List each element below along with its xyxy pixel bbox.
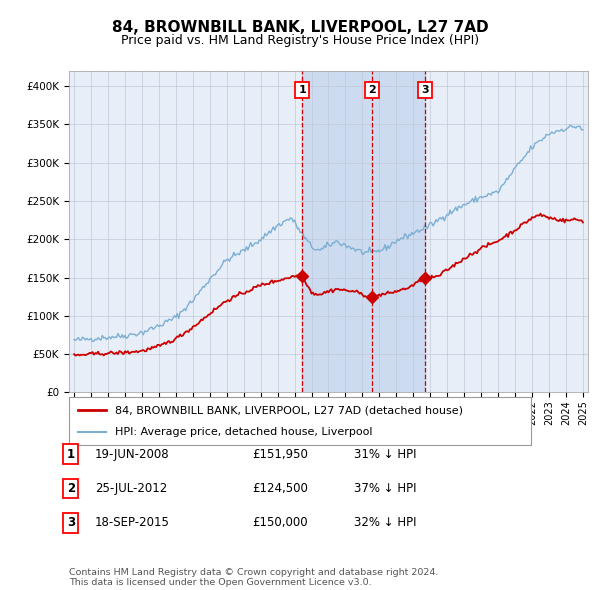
Text: 31% ↓ HPI: 31% ↓ HPI — [354, 448, 416, 461]
Text: £150,000: £150,000 — [252, 516, 308, 529]
Bar — [302, 71, 425, 392]
Text: 32% ↓ HPI: 32% ↓ HPI — [354, 516, 416, 529]
Text: Price paid vs. HM Land Registry's House Price Index (HPI): Price paid vs. HM Land Registry's House … — [121, 34, 479, 47]
Text: Contains HM Land Registry data © Crown copyright and database right 2024.
This d: Contains HM Land Registry data © Crown c… — [69, 568, 439, 587]
Text: 3: 3 — [67, 516, 75, 529]
Text: 1: 1 — [67, 448, 75, 461]
Text: 25-JUL-2012: 25-JUL-2012 — [95, 482, 167, 495]
Text: 84, BROWNBILL BANK, LIVERPOOL, L27 7AD (detached house): 84, BROWNBILL BANK, LIVERPOOL, L27 7AD (… — [115, 405, 463, 415]
Text: 3: 3 — [422, 85, 429, 95]
Text: 1: 1 — [299, 85, 306, 95]
Text: 37% ↓ HPI: 37% ↓ HPI — [354, 482, 416, 495]
Text: 19-JUN-2008: 19-JUN-2008 — [95, 448, 169, 461]
Text: 84, BROWNBILL BANK, LIVERPOOL, L27 7AD: 84, BROWNBILL BANK, LIVERPOOL, L27 7AD — [112, 20, 488, 35]
Text: £124,500: £124,500 — [252, 482, 308, 495]
Text: 2: 2 — [67, 482, 75, 495]
Text: £151,950: £151,950 — [252, 448, 308, 461]
Text: 2: 2 — [368, 85, 376, 95]
Text: 18-SEP-2015: 18-SEP-2015 — [95, 516, 170, 529]
Text: HPI: Average price, detached house, Liverpool: HPI: Average price, detached house, Live… — [115, 427, 373, 437]
